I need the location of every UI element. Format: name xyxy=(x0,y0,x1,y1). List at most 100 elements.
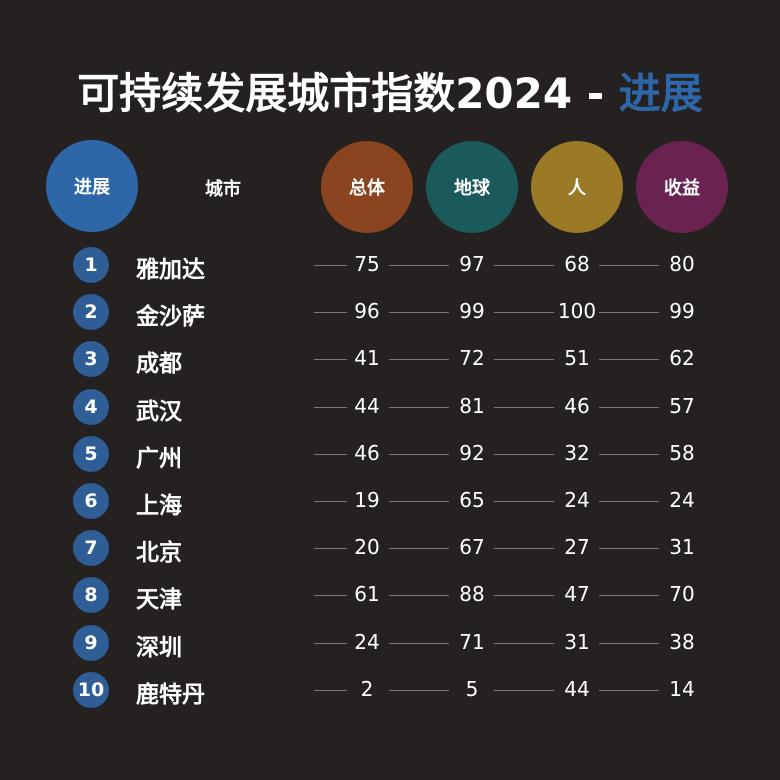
leader-line xyxy=(314,548,347,549)
leader-line xyxy=(314,359,347,360)
city-name: 金沙萨 xyxy=(136,304,205,330)
value-planet: 81 xyxy=(459,394,485,418)
value-planet: 92 xyxy=(459,441,485,465)
header-overall: 总体 xyxy=(321,141,413,233)
leader-line xyxy=(494,407,554,408)
rank-badge: 8 xyxy=(73,577,109,613)
value-planet: 99 xyxy=(459,299,485,323)
header-profit: 收益 xyxy=(636,141,728,233)
header-planet: 地球 xyxy=(426,141,518,233)
city-name: 鹿特丹 xyxy=(136,682,205,708)
value-profit: 57 xyxy=(669,394,695,418)
value-planet: 88 xyxy=(459,582,485,606)
value-people: 100 xyxy=(557,299,597,323)
leader-line xyxy=(314,595,347,596)
leader-line xyxy=(494,312,554,313)
value-overall: 24 xyxy=(354,630,380,654)
leader-line xyxy=(389,501,449,502)
city-name: 天津 xyxy=(136,587,182,613)
leader-line xyxy=(389,312,449,313)
value-overall: 19 xyxy=(354,488,380,512)
leader-line xyxy=(314,312,347,313)
leader-line xyxy=(389,643,449,644)
leader-line xyxy=(599,454,659,455)
value-profit: 80 xyxy=(669,252,695,276)
leader-line xyxy=(389,265,449,266)
leader-line xyxy=(314,690,347,691)
leader-line xyxy=(389,595,449,596)
city-name: 上海 xyxy=(136,493,182,519)
value-overall: 75 xyxy=(354,252,380,276)
leader-line xyxy=(389,407,449,408)
leader-line xyxy=(599,359,659,360)
rank-badge: 9 xyxy=(73,625,109,661)
city-name: 成都 xyxy=(136,351,182,377)
leader-line xyxy=(494,690,554,691)
value-overall: 41 xyxy=(354,346,380,370)
value-people: 68 xyxy=(564,252,590,276)
leader-line xyxy=(599,690,659,691)
rank-badge: 5 xyxy=(73,436,109,472)
value-planet: 67 xyxy=(459,535,485,559)
value-profit: 58 xyxy=(669,441,695,465)
value-profit: 31 xyxy=(669,535,695,559)
value-people: 32 xyxy=(564,441,590,465)
value-planet: 71 xyxy=(459,630,485,654)
page-title: 可持续发展城市指数2024 - 进展 xyxy=(0,60,780,121)
value-profit: 14 xyxy=(669,677,695,701)
value-planet: 65 xyxy=(459,488,485,512)
title-accent: 进展 xyxy=(618,69,703,118)
value-people: 44 xyxy=(564,677,590,701)
leader-line xyxy=(389,548,449,549)
city-name: 雅加达 xyxy=(136,257,205,283)
value-overall: 46 xyxy=(354,441,380,465)
leader-line xyxy=(389,454,449,455)
leader-line xyxy=(599,265,659,266)
value-people: 27 xyxy=(564,535,590,559)
value-profit: 24 xyxy=(669,488,695,512)
value-profit: 70 xyxy=(669,582,695,606)
value-overall: 2 xyxy=(360,677,374,701)
value-overall: 61 xyxy=(354,582,380,606)
leader-line xyxy=(599,501,659,502)
value-people: 24 xyxy=(564,488,590,512)
city-name: 北京 xyxy=(136,540,182,566)
rank-badge: 3 xyxy=(73,341,109,377)
city-name: 广州 xyxy=(136,446,182,472)
leader-line xyxy=(494,548,554,549)
value-overall: 20 xyxy=(354,535,380,559)
header-progress: 进展 xyxy=(46,140,138,232)
leader-line xyxy=(599,407,659,408)
title-main: 可持续发展城市指数2024 - xyxy=(77,69,619,118)
value-planet: 72 xyxy=(459,346,485,370)
city-name: 武汉 xyxy=(136,399,182,425)
value-planet: 5 xyxy=(465,677,479,701)
rank-badge: 2 xyxy=(73,294,109,330)
leader-line xyxy=(494,265,554,266)
leader-line xyxy=(599,643,659,644)
value-planet: 97 xyxy=(459,252,485,276)
header-city: 城市 xyxy=(205,179,241,200)
leader-line xyxy=(599,312,659,313)
rank-badge: 1 xyxy=(73,247,109,283)
leader-line xyxy=(314,407,347,408)
value-overall: 96 xyxy=(354,299,380,323)
value-people: 31 xyxy=(564,630,590,654)
leader-line xyxy=(314,643,347,644)
leader-line xyxy=(494,359,554,360)
rank-badge: 7 xyxy=(73,530,109,566)
value-people: 46 xyxy=(564,394,590,418)
value-people: 47 xyxy=(564,582,590,606)
leader-line xyxy=(599,548,659,549)
leader-line xyxy=(494,643,554,644)
value-profit: 38 xyxy=(669,630,695,654)
value-profit: 99 xyxy=(669,299,695,323)
leader-line xyxy=(599,595,659,596)
value-profit: 62 xyxy=(669,346,695,370)
rank-badge: 10 xyxy=(73,672,109,708)
leader-line xyxy=(314,454,347,455)
leader-line xyxy=(494,595,554,596)
leader-line xyxy=(314,501,347,502)
value-overall: 44 xyxy=(354,394,380,418)
leader-line xyxy=(494,501,554,502)
